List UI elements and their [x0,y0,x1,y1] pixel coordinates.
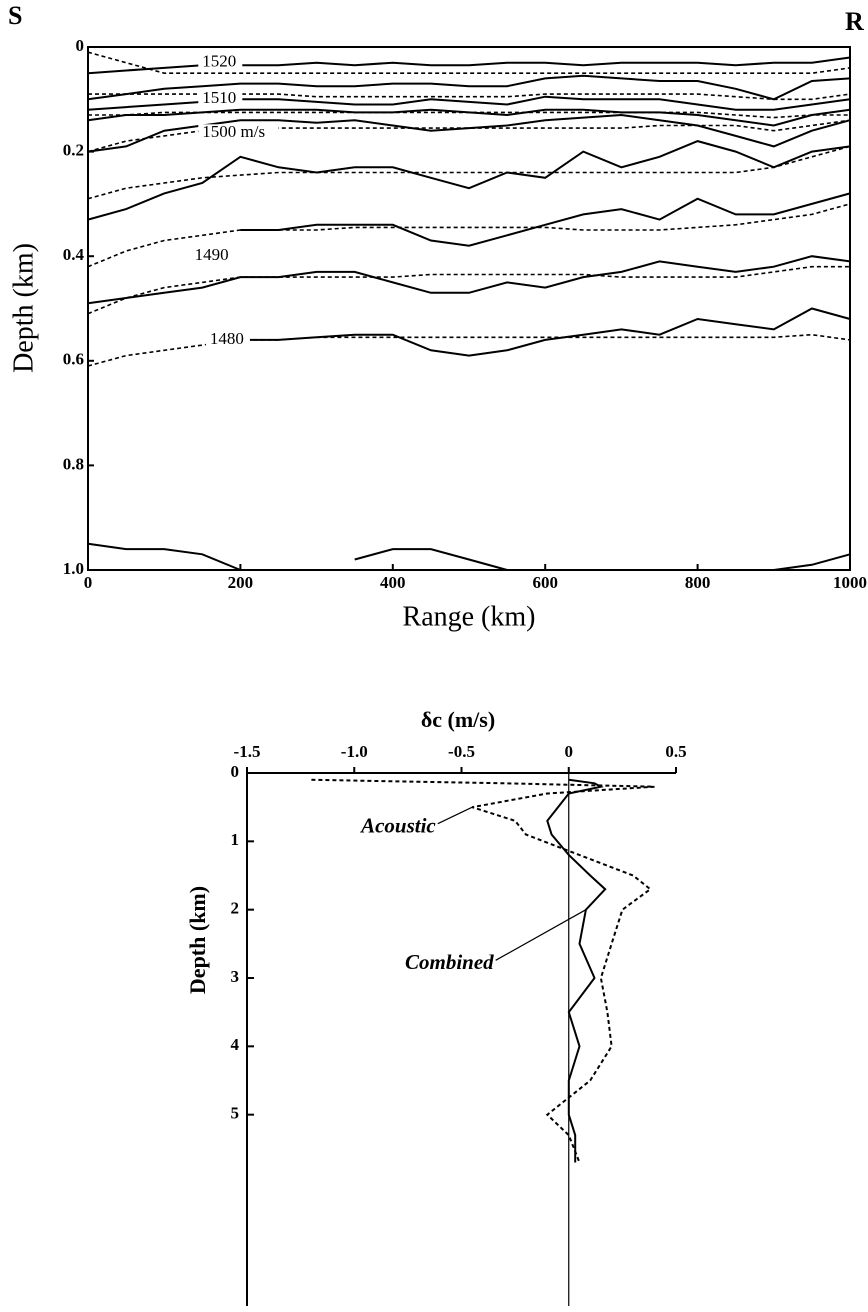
y-tick-label: 4 [231,1035,240,1054]
x-tick-label: 0 [565,742,574,761]
y-tick-label: 0.2 [63,141,84,160]
x-tick-label: 600 [532,573,558,592]
y-axis-label: Depth (km) [185,886,210,994]
plot-frame [87,46,851,571]
x-tick-label: 400 [380,573,406,592]
y-tick-label: 5 [231,1104,240,1123]
x-tick-label: -0.5 [448,742,475,761]
y-tick-label: 1 [231,830,240,849]
contour-label: 1490 [195,245,229,264]
contour-line [87,140,851,221]
label-arrow [437,806,473,825]
x-axis-label: Range (km) [403,601,536,632]
label-mask [198,53,243,72]
x-tick-label: 0.5 [665,742,686,761]
y-tick-label: 0.6 [63,350,84,369]
x-tick-label: 1000 [833,573,867,592]
contour-line [87,74,851,101]
contour-label: 1520 [202,52,236,71]
corner-label: R [845,7,864,36]
x-tick-label: 800 [685,573,711,592]
contour-line [87,145,851,200]
contour-label: 1500 m/s [202,122,265,141]
contour-label: 1510 [202,88,236,107]
contour-line [87,333,851,367]
label-mask [190,247,235,266]
y-tick-label: 0.8 [63,454,84,473]
label-arrow [495,909,587,961]
contour-line [87,542,851,571]
contour-line [87,203,851,268]
profile-line [311,778,655,1163]
y-axis-label: Depth (km) [8,243,39,373]
x-tick-label: -1.5 [234,742,261,761]
label-mask [198,124,279,143]
contour-line [240,192,851,247]
label-mask [198,90,243,109]
x-tick-label: -1.0 [341,742,368,761]
profile-line [546,778,607,1163]
contour-line [240,307,851,357]
x-tick-label: 0 [84,573,93,592]
contour-label: 1480 [210,329,244,348]
y-tick-label: 0 [231,762,240,781]
y-tick-label: 0.4 [63,245,85,264]
contour-line [87,255,851,305]
label-mask [205,330,250,349]
x-tick-label: 200 [228,573,254,592]
x-axis-label: δc (m/s) [421,707,495,732]
contour-line [87,265,850,315]
contour-line [87,51,851,74]
y-tick-label: 0 [76,36,85,55]
y-tick-label: 2 [231,899,240,918]
y-tick-label: 1.0 [63,559,84,578]
corner-label: S [8,1,22,30]
contour-line [87,113,851,153]
contour-line [88,111,850,119]
series-label: Combined [405,950,494,974]
y-tick-label: 3 [231,967,240,986]
series-label: Acoustic [359,813,436,837]
